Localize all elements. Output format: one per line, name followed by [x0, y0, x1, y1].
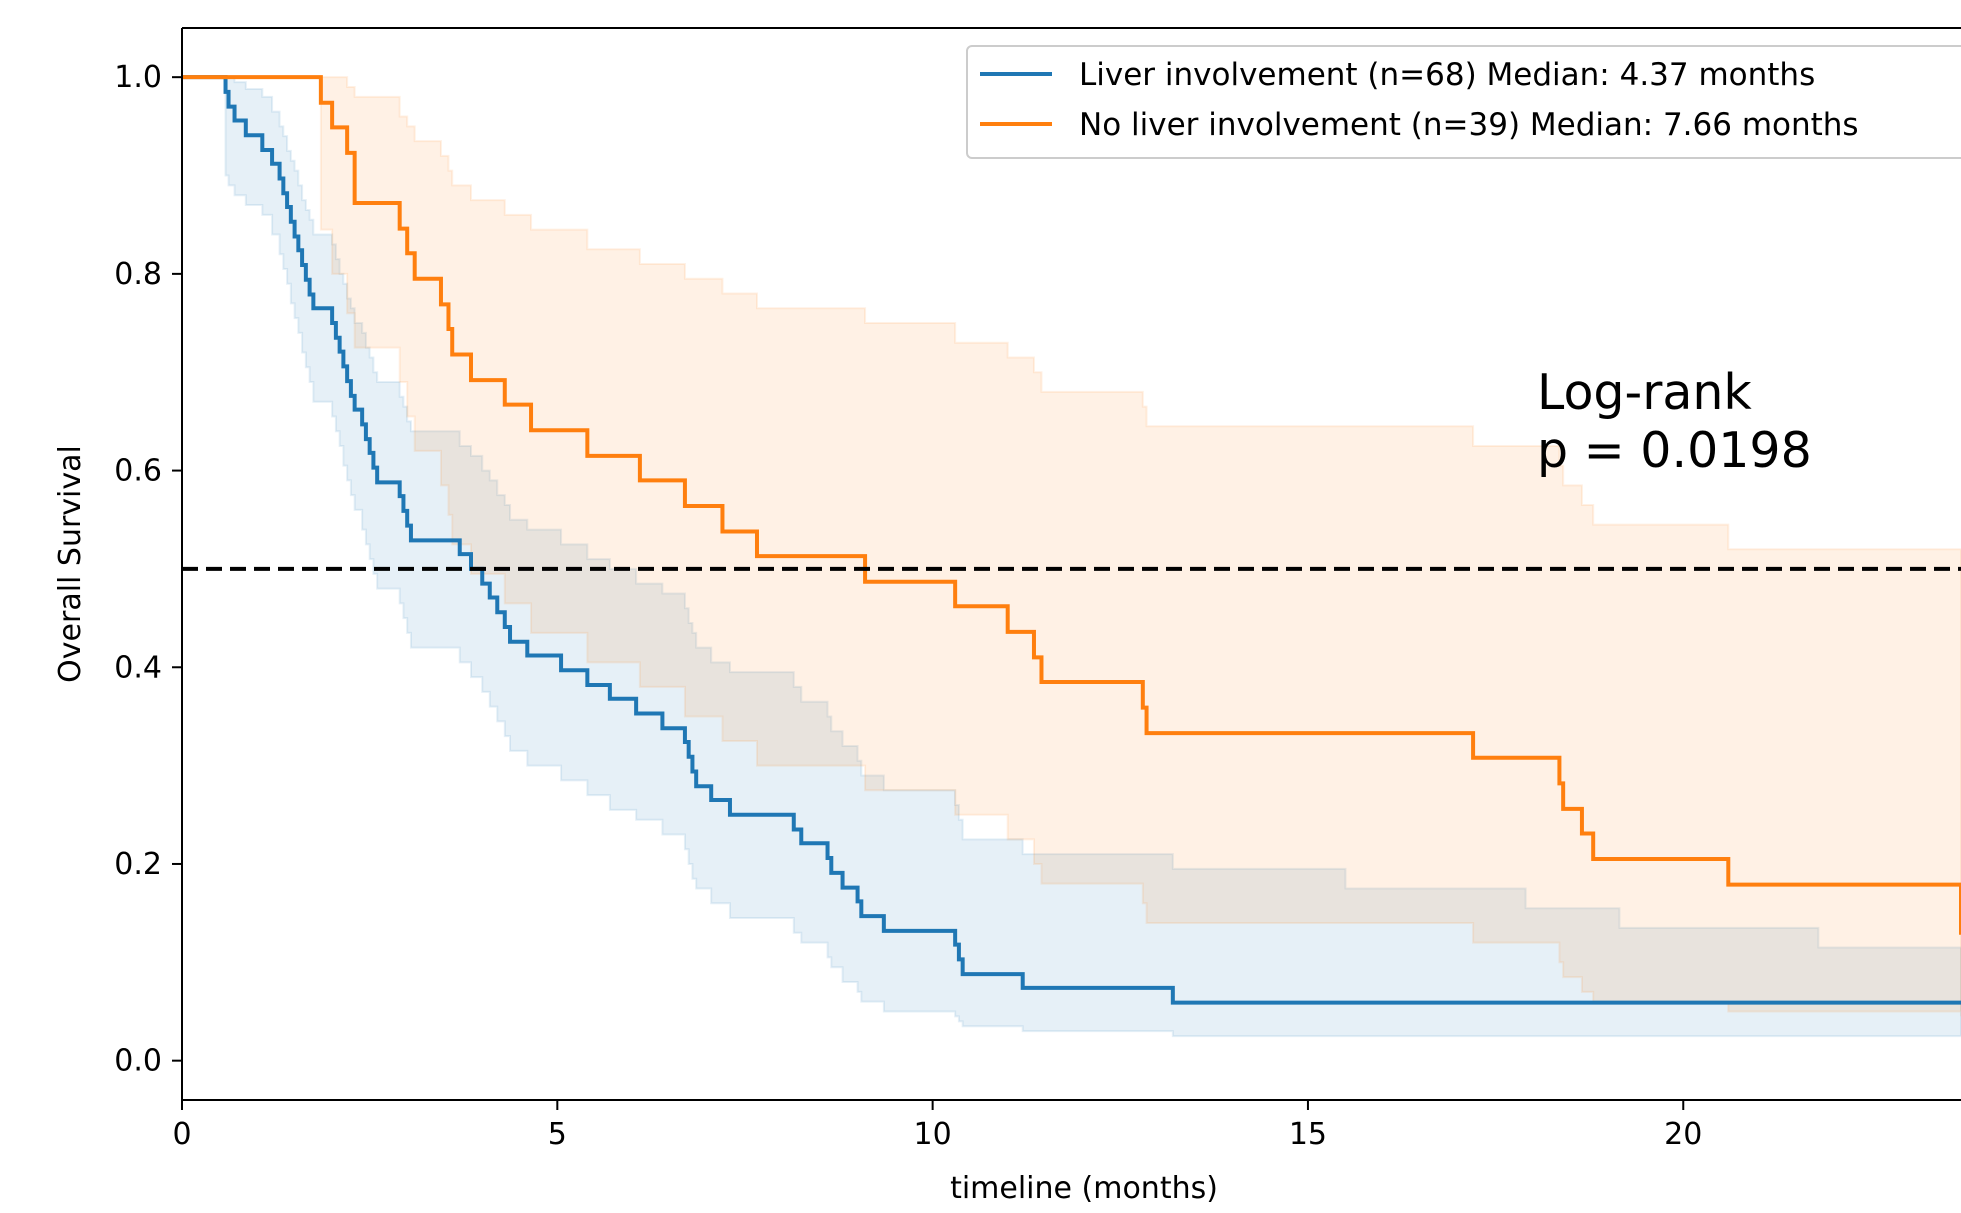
y-tick-label: 1.0 [114, 60, 162, 95]
x-axis-ticks: 0 5 10 15 20 [172, 1100, 1702, 1152]
legend: Liver involvement (n=68) Median: 4.37 mo… [966, 45, 1961, 159]
x-tick-label: 20 [1664, 1117, 1702, 1152]
x-axis-label: timeline (months) [950, 1171, 1218, 1206]
y-axis-ticks: 0.0 0.2 0.4 0.6 0.8 1.0 [114, 60, 182, 1079]
axes [181, 27, 1961, 1101]
p-value-label: p = 0.0198 [1537, 422, 1812, 479]
legend-label-liver: Liver involvement (n=68) Median: 4.37 mo… [1079, 57, 1815, 93]
survival-curve-no-liver [182, 75, 1961, 935]
logrank-annotation: Log-rank p = 0.0198 [1537, 364, 1812, 479]
legend-label-no-liver: No liver involvement (n=39) Median: 7.66… [1079, 107, 1859, 143]
x-tick-label: 0 [172, 1117, 191, 1152]
y-axis-label: Overall Survival [53, 445, 88, 683]
logrank-label: Log-rank [1537, 364, 1752, 421]
survival-curve-liver [182, 75, 1961, 1005]
x-tick-label: 15 [1289, 1117, 1327, 1152]
y-tick-label: 0.0 [114, 1044, 162, 1079]
y-tick-label: 0.6 [114, 454, 162, 489]
x-tick-label: 5 [548, 1117, 567, 1152]
legend-box [966, 45, 1961, 159]
survival-curves [182, 75, 1961, 1005]
y-tick-label: 0.2 [114, 847, 162, 882]
x-tick-label: 10 [914, 1117, 952, 1152]
confidence-band-no-liver [182, 76, 1961, 1017]
confidence-band-liver [182, 76, 1961, 1038]
y-tick-label: 0.8 [114, 257, 162, 292]
y-tick-label: 0.4 [114, 650, 162, 685]
confidence-bands [182, 76, 1961, 1038]
